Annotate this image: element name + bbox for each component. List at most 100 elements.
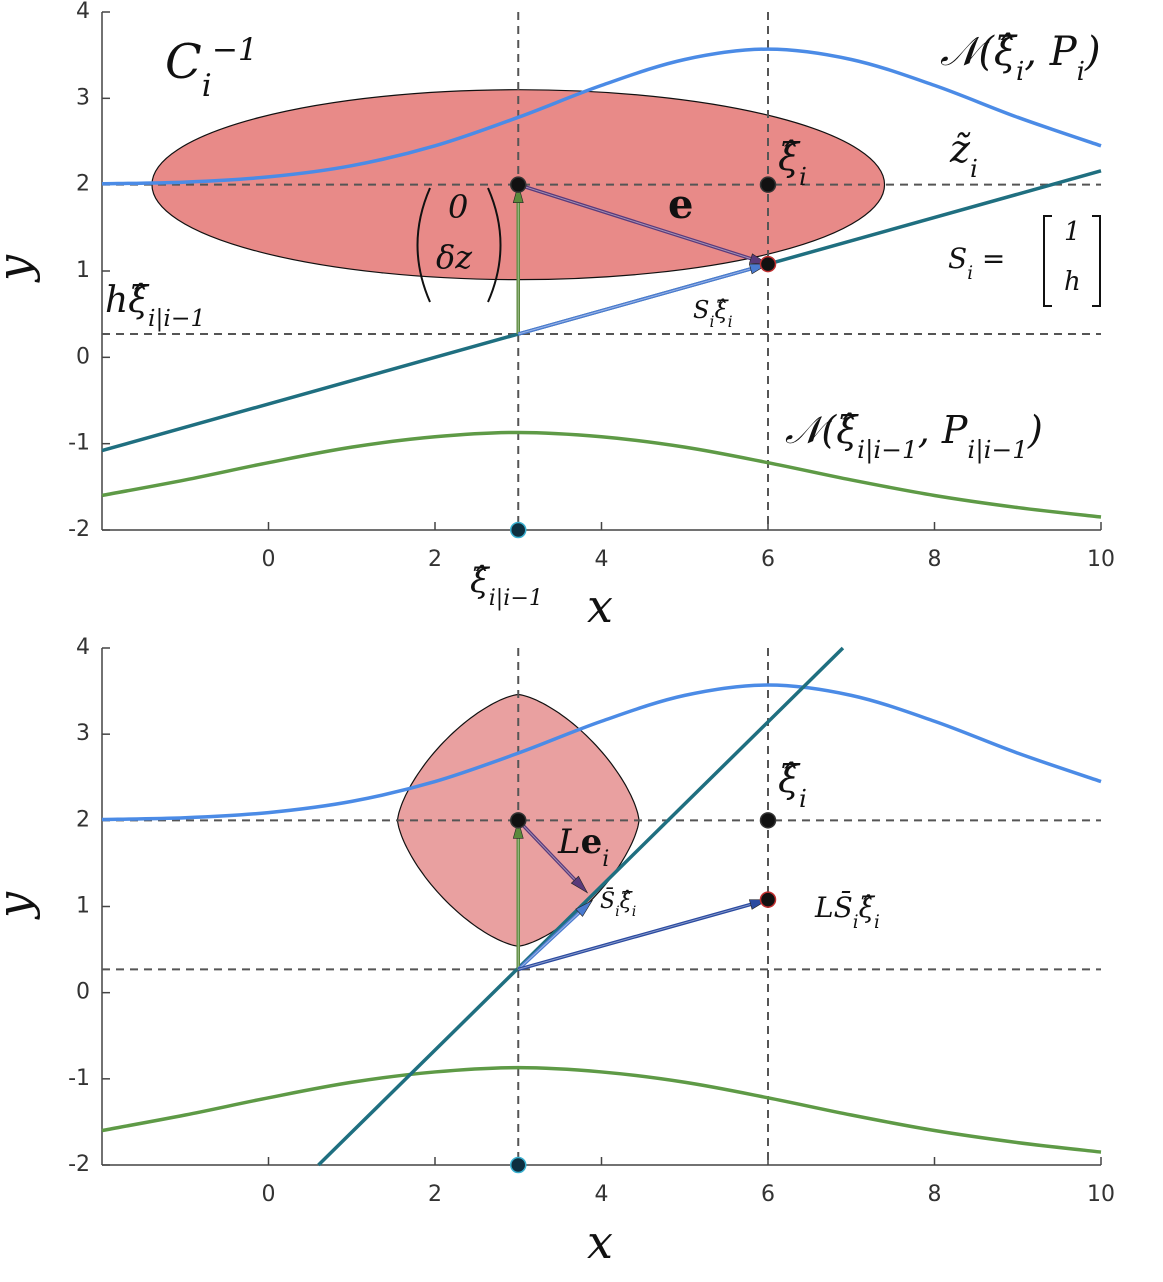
annotation-part: δz — [436, 238, 473, 276]
x-tick-label: 2 — [428, 547, 442, 572]
annotation-part: S̄ — [600, 887, 615, 914]
annotation: ξ̂i|i−1 — [470, 561, 543, 611]
y-tick-label: 4 — [76, 635, 90, 660]
annotation-part: , P — [918, 408, 969, 452]
arrow-head — [570, 875, 589, 894]
point — [759, 812, 777, 829]
y-tick-label: 0 — [76, 980, 90, 1005]
annotation-part: i — [970, 154, 978, 183]
x-tick-label: 8 — [928, 1182, 942, 1207]
annotation: ξ̂i — [778, 135, 807, 191]
point — [510, 521, 527, 539]
arrow — [512, 819, 524, 970]
point — [759, 255, 777, 273]
annotation-part: i — [1077, 57, 1085, 87]
point — [510, 812, 527, 829]
annotation-part: hξ̂ — [105, 280, 150, 321]
x-axis-label: x — [587, 1215, 613, 1269]
arrow-highlight — [518, 184, 751, 260]
annotation-part: C — [165, 34, 202, 90]
annotation: 1 — [1064, 217, 1081, 247]
x-tick-label: 10 — [1087, 547, 1115, 572]
x-tick-label: 10 — [1087, 1182, 1115, 1207]
y-tick-label: 0 — [76, 344, 90, 369]
annotation-part: ξ̂ — [778, 135, 801, 179]
annotation-part: i|i−1 — [967, 435, 1028, 465]
annotation-part: e — [668, 181, 693, 228]
annotation-part: ξ̂ — [620, 889, 634, 914]
arrow — [516, 819, 589, 894]
y-tick-label: -2 — [68, 1152, 90, 1177]
y-tick-label: -1 — [68, 431, 90, 456]
arrow-head — [575, 899, 594, 917]
annotation-part: ) — [1084, 29, 1101, 75]
y-tick-label: 2 — [76, 172, 90, 197]
annotation-part: S — [693, 296, 709, 324]
annotation-part: i — [602, 846, 609, 872]
series-line — [101, 683, 1102, 822]
annotation-part: 𝒩(ξ̂ — [940, 29, 1018, 75]
annotation-part: , P — [1024, 29, 1077, 75]
arrow-highlight — [517, 819, 576, 881]
annotation-part: i — [874, 912, 880, 933]
point — [510, 176, 527, 193]
annotation-part: i — [799, 784, 807, 813]
x-tick-label: 4 — [595, 1182, 609, 1207]
annotation: 0 — [448, 188, 468, 226]
x-tick-label: 0 — [262, 547, 276, 572]
annotation-part: ξ̂ — [470, 561, 491, 601]
annotation: z̃i — [949, 127, 978, 183]
y-tick-label: -1 — [68, 1066, 90, 1091]
bracket-right — [1092, 215, 1101, 307]
annotation-part: 1 — [1064, 217, 1081, 247]
x-axis-label: x — [587, 579, 613, 633]
point — [510, 1156, 527, 1174]
annotation-part: h — [1064, 267, 1081, 297]
annotation-part: LS̄ — [814, 890, 853, 924]
arrow-shaft — [517, 911, 581, 971]
arrow-highlight — [517, 912, 580, 970]
paren-right — [487, 187, 502, 303]
annotation: S̄iξ̂i — [600, 887, 636, 920]
annotation-part: i — [1016, 57, 1024, 87]
arrow-head — [512, 183, 524, 203]
y-tick-label: 1 — [76, 258, 90, 283]
series-line — [101, 430, 1102, 519]
arrow — [517, 899, 594, 971]
annotation-part: S — [948, 242, 967, 275]
arrow-shaft — [517, 182, 752, 261]
arrow-shaft — [516, 819, 577, 881]
annotation: h — [1064, 267, 1081, 297]
annotation: Lei — [557, 822, 609, 872]
y-tick-label: 3 — [76, 85, 90, 110]
x-tick-label: 2 — [428, 1182, 442, 1207]
annotation: hξ̂i|i−1 — [105, 280, 205, 333]
annotation: 𝒩(ξ̂i, Pi) — [940, 29, 1101, 87]
annotation-part: i — [709, 313, 714, 331]
annotation-part: ξ̂ — [859, 891, 876, 924]
series-line — [101, 1065, 1102, 1154]
y-tick-label: 4 — [76, 0, 90, 24]
annotation-part: i — [799, 162, 807, 191]
y-tick-label: 3 — [76, 721, 90, 746]
x-tick-label: 6 — [761, 1182, 775, 1207]
annotation-part: i — [728, 313, 733, 331]
arrow-head — [512, 819, 524, 839]
annotation-part: 𝒩(ξ̂ — [785, 408, 859, 452]
point — [759, 891, 777, 908]
annotation: Si = — [948, 242, 1005, 284]
annotation-part: 0 — [448, 188, 468, 226]
annotation-part: z̃ — [949, 127, 971, 171]
annotation-part: i|i−1 — [857, 435, 918, 465]
bracket-left — [1043, 215, 1052, 307]
annotation: δz — [436, 238, 473, 276]
annotation: LS̄iξ̂i — [814, 890, 880, 933]
annotation-part: e — [581, 822, 603, 862]
annotation-part: ξ̂ — [778, 757, 801, 801]
annotation: 𝒩(ξ̂i|i−1, Pi|i−1) — [785, 408, 1043, 465]
arrow — [517, 263, 770, 336]
annotation: ξ̂i — [778, 757, 807, 813]
y-tick-label: -2 — [68, 517, 90, 542]
y-tick-label: 1 — [76, 894, 90, 919]
annotation: Siξ̂i — [693, 296, 733, 331]
